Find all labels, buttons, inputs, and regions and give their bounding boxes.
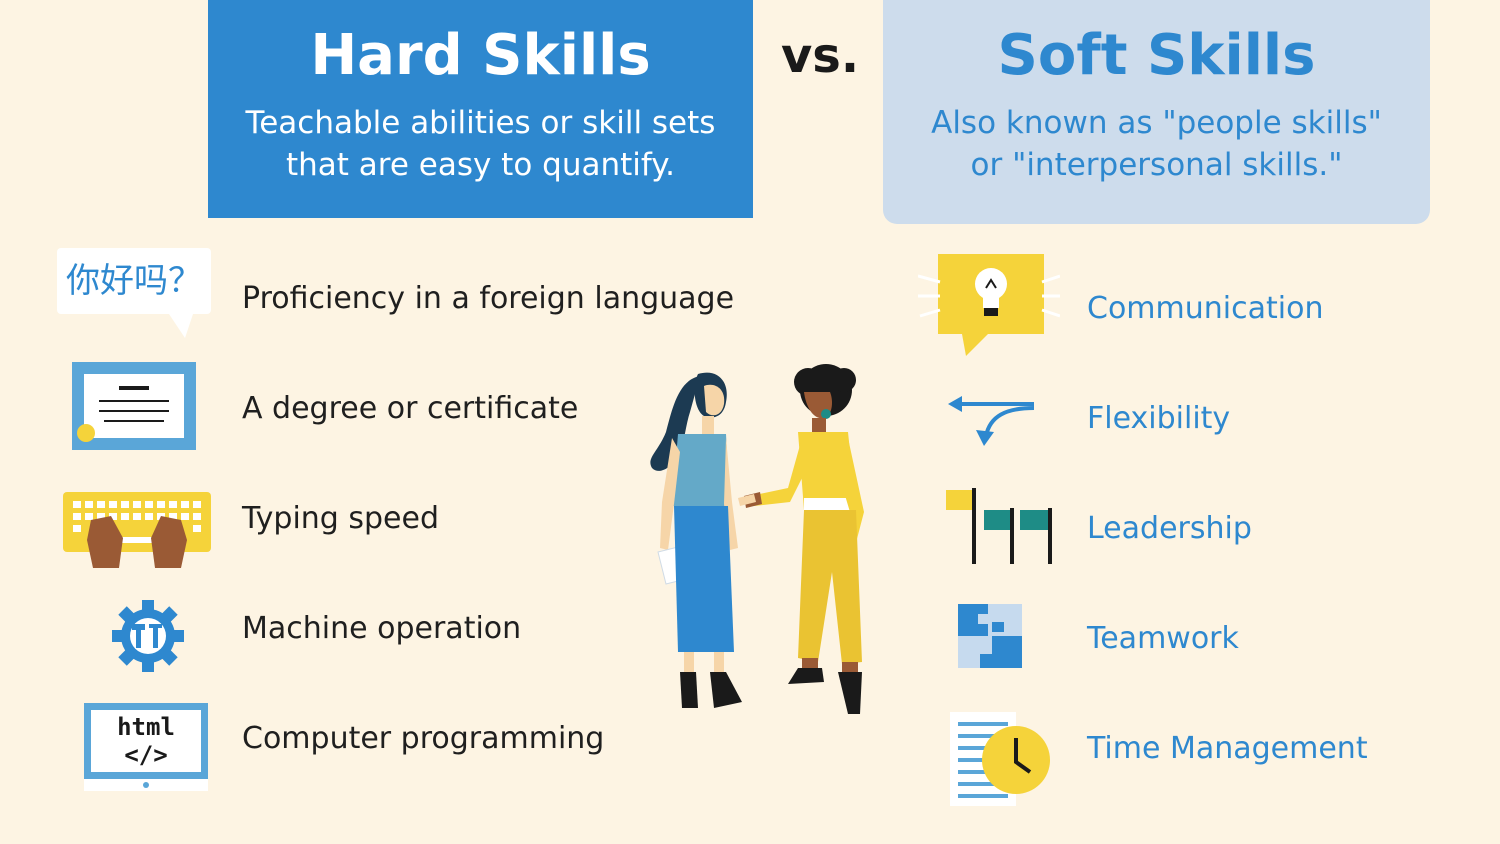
curved-arrows-icon <box>946 394 1038 448</box>
hard-skill-foreign-language: Proficiency in a foreign language <box>242 281 735 316</box>
soft-skills-subtitle-line1: Also known as "people skills" <box>931 105 1382 141</box>
hard-skills-subtitle-line1: Teachable abilities or skill sets <box>245 105 716 141</box>
soft-skill-time-management: Time Management <box>1087 731 1368 766</box>
soft-skill-teamwork: Teamwork <box>1087 621 1239 656</box>
html-code-text: html <box>117 713 175 741</box>
speech-bubble-icon: 你好吗？ <box>57 248 217 343</box>
puzzle-icon <box>958 604 1024 670</box>
soft-skills-subtitle-line2: or "interpersonal skills." <box>970 147 1343 183</box>
foreign-greeting-text: 你好吗？ <box>66 261 202 301</box>
people-handshake-illustration <box>638 362 878 718</box>
html-tag-text: </> <box>124 741 168 769</box>
soft-skills-title: Soft Skills <box>997 23 1316 88</box>
soft-skills-panel: Soft Skills Also known as "people skills… <box>883 0 1430 224</box>
soft-skill-leadership: Leadership <box>1087 511 1252 546</box>
hard-skills-panel: Hard Skills Teachable abilities or skill… <box>208 0 753 218</box>
soft-skill-flexibility: Flexibility <box>1087 401 1231 436</box>
monitor-code-icon: html </> <box>84 703 210 793</box>
hard-skill-computer-programming: Computer programming <box>242 721 605 756</box>
soft-skill-communication: Communication <box>1087 291 1324 326</box>
hard-skill-machine-operation: Machine operation <box>242 611 522 646</box>
certificate-icon <box>72 362 198 452</box>
hard-skills-subtitle: Teachable abilities or skill sets that a… <box>208 102 753 186</box>
flags-icon <box>946 488 1054 566</box>
soft-skills-subtitle: Also known as "people skills" or "interp… <box>883 102 1430 186</box>
hard-skill-degree: A degree or certificate <box>242 391 579 426</box>
hard-skills-subtitle-line2: that are easy to quantify. <box>285 147 676 183</box>
versus-label: vs. <box>780 28 860 84</box>
gear-tools-icon <box>110 598 186 674</box>
clock-document-icon <box>950 710 1054 808</box>
lightbulb-bubble-icon <box>917 252 1061 360</box>
hard-skills-title: Hard Skills <box>310 23 651 88</box>
hard-skill-typing-speed: Typing speed <box>242 501 440 536</box>
keyboard-hands-icon <box>63 492 213 572</box>
